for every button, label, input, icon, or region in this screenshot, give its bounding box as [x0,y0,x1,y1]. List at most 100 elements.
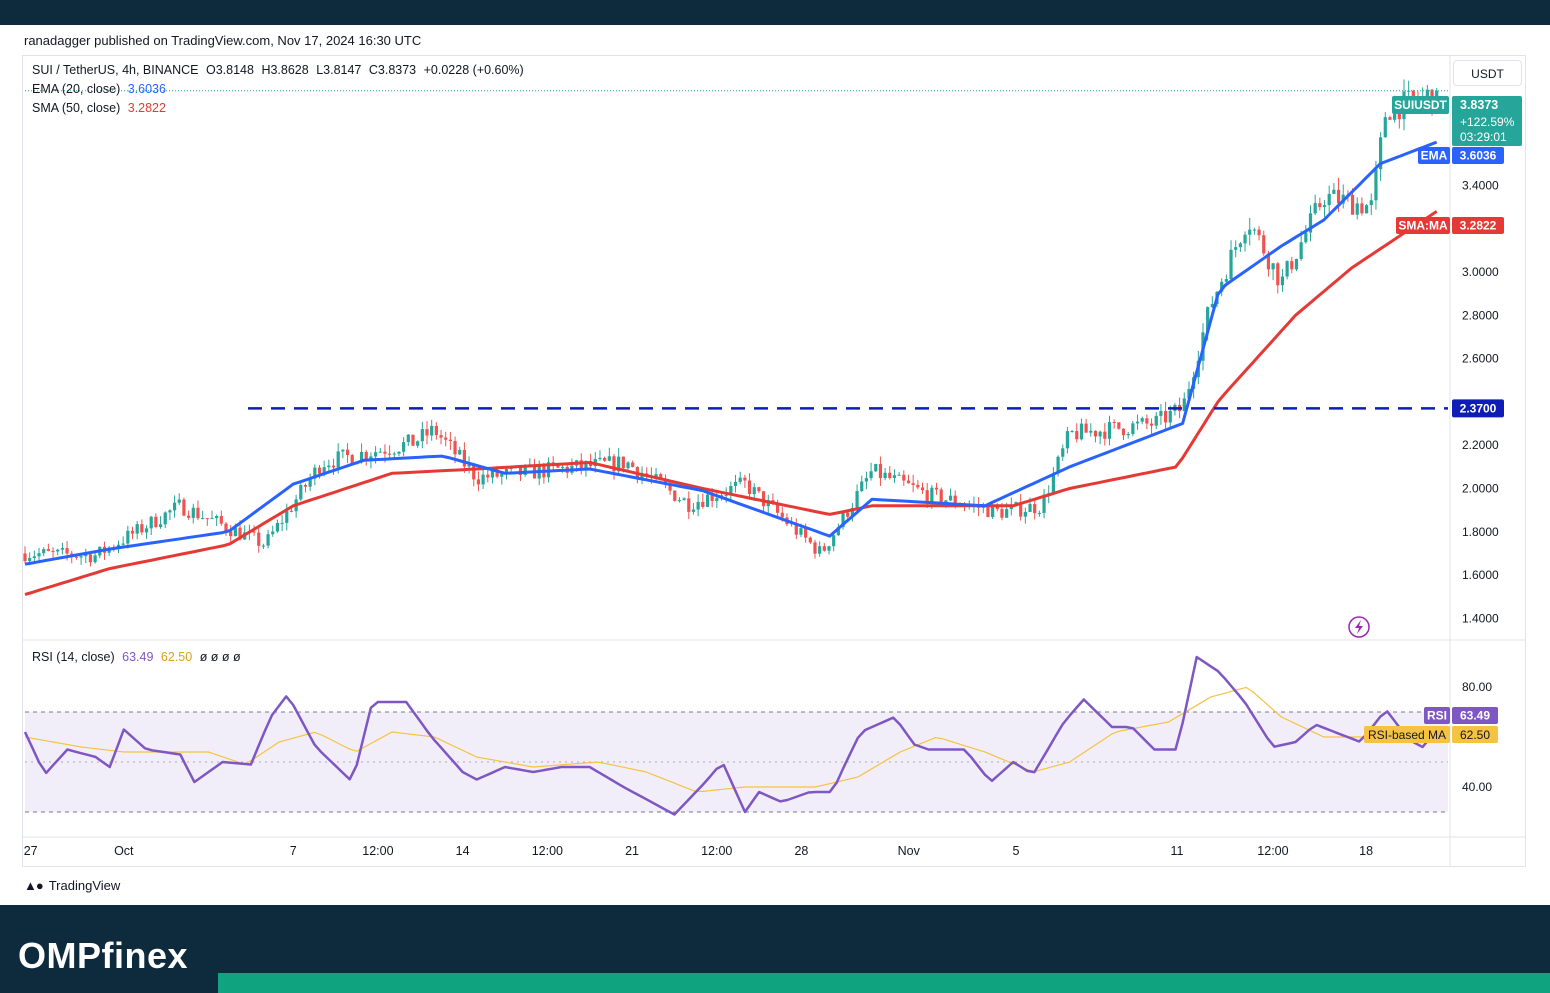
candle-down [140,524,144,533]
legend-ema[interactable]: EMA (20, close) 3.6036 [32,82,170,96]
candle-up [584,461,588,469]
candle-down [411,434,415,446]
candle-up [313,467,317,479]
candle-up [1140,418,1144,422]
candle-up [233,527,237,537]
candle-up [1042,494,1046,513]
candle-up [1332,189,1336,194]
candle-down [1276,263,1280,286]
candle-down [303,484,308,487]
rsi-ma-tag-bg [1364,726,1450,743]
candle-up [1182,398,1186,412]
candle-down [130,530,135,534]
candle-up [28,558,32,562]
candle-down [252,531,256,533]
chart-canvas[interactable]: 3.40003.20003.00002.80002.60002.20002.00… [0,0,1550,905]
candle-up [818,546,822,554]
price-tick-label: 1.8000 [1462,525,1499,539]
candle-down [88,554,93,563]
candle-up [42,549,46,554]
candle-up [490,469,495,478]
time-tick-label: 5 [1013,844,1020,858]
candle-up [523,465,527,475]
candle-up [373,452,378,457]
time-tick-label: Oct [114,844,134,858]
candle-up [715,498,719,502]
currency-button[interactable]: USDT [1453,60,1522,86]
ema-line [24,140,1438,566]
candle-up [1107,421,1112,439]
publish-info: ranadagger published on TradingView.com,… [24,33,422,48]
candle-up [299,484,303,500]
candle-up [1220,281,1224,292]
candle-down [1093,430,1098,437]
candle-down [1033,504,1037,514]
candle-up [121,543,125,545]
rsi-tick-label: 80.00 [1462,680,1492,694]
candle-up [1234,247,1238,250]
candle-down [743,477,747,481]
candle-down [1163,411,1168,423]
time-tick-label: 11 [1170,844,1183,858]
candle-down [472,464,476,480]
candle-up [1369,200,1373,206]
candle-down [154,516,158,528]
time-tick-label: 18 [1359,844,1373,858]
candle-down [747,480,752,495]
candle-down [434,425,438,436]
candle-up [266,534,270,546]
rsi-ma-tag: RSI-based MA [1368,728,1446,742]
brand-logo: OMPfinex [18,935,189,976]
legend-ohlc: SUI / TetherUS, 4h, BINANCE O3.8148 H3.8… [32,63,528,77]
candle-down [74,556,79,558]
candle-up [1238,243,1242,248]
candle-down [603,457,607,461]
candle-up [1168,410,1172,423]
rsi-ma-badge-bg [1452,726,1498,743]
candle-up [1056,456,1060,474]
legend-symbol[interactable]: SUI / TetherUS, 4h, BINANCE [32,63,199,77]
candle-up [369,456,373,460]
legend-rsi[interactable]: RSI (14, close) 63.49 62.50 ø ø ø ø [32,650,245,664]
candle-up [430,425,434,436]
candle-down [986,505,990,517]
candle-up [163,512,167,525]
candle-down [388,453,392,455]
candle-up [617,456,621,472]
time-tick-label: 12:00 [1257,844,1288,858]
candle-down [1145,418,1149,424]
candle-up [1355,203,1359,215]
candle-down [822,546,826,551]
price-symbol-badge-bg [1392,96,1449,114]
candle-down [808,537,812,543]
candle-up [1065,431,1070,449]
candle-up [654,474,658,478]
candle-down [1388,117,1392,120]
price-badge-bg [1452,96,1522,146]
candle-up [869,471,873,479]
candle-down [238,527,242,540]
candle-up [1229,249,1233,280]
legend-low: 3.8147 [323,63,362,77]
candle-up [1374,169,1378,201]
tradingview-logo[interactable]: ▲● TradingView [24,878,120,893]
candle-up [308,478,312,487]
candle-down [1290,261,1294,270]
candle-up [467,464,471,467]
candle-down [1000,509,1004,518]
candle-down [813,542,817,554]
candle-down [453,440,457,455]
rsi-line [23,655,1438,816]
candle-down [934,487,939,490]
candle-down [462,449,467,467]
rsi-tag: RSI [1427,709,1447,723]
candle-down [757,487,761,492]
candle-up [1252,229,1256,231]
legend-sma[interactable]: SMA (50, close) 3.2822 [32,101,170,115]
candle-down [556,464,560,468]
candle-down [219,516,223,524]
candle-up [402,442,406,452]
top-bar [0,0,1550,25]
candle-up [168,510,172,513]
candle-up [733,481,738,486]
